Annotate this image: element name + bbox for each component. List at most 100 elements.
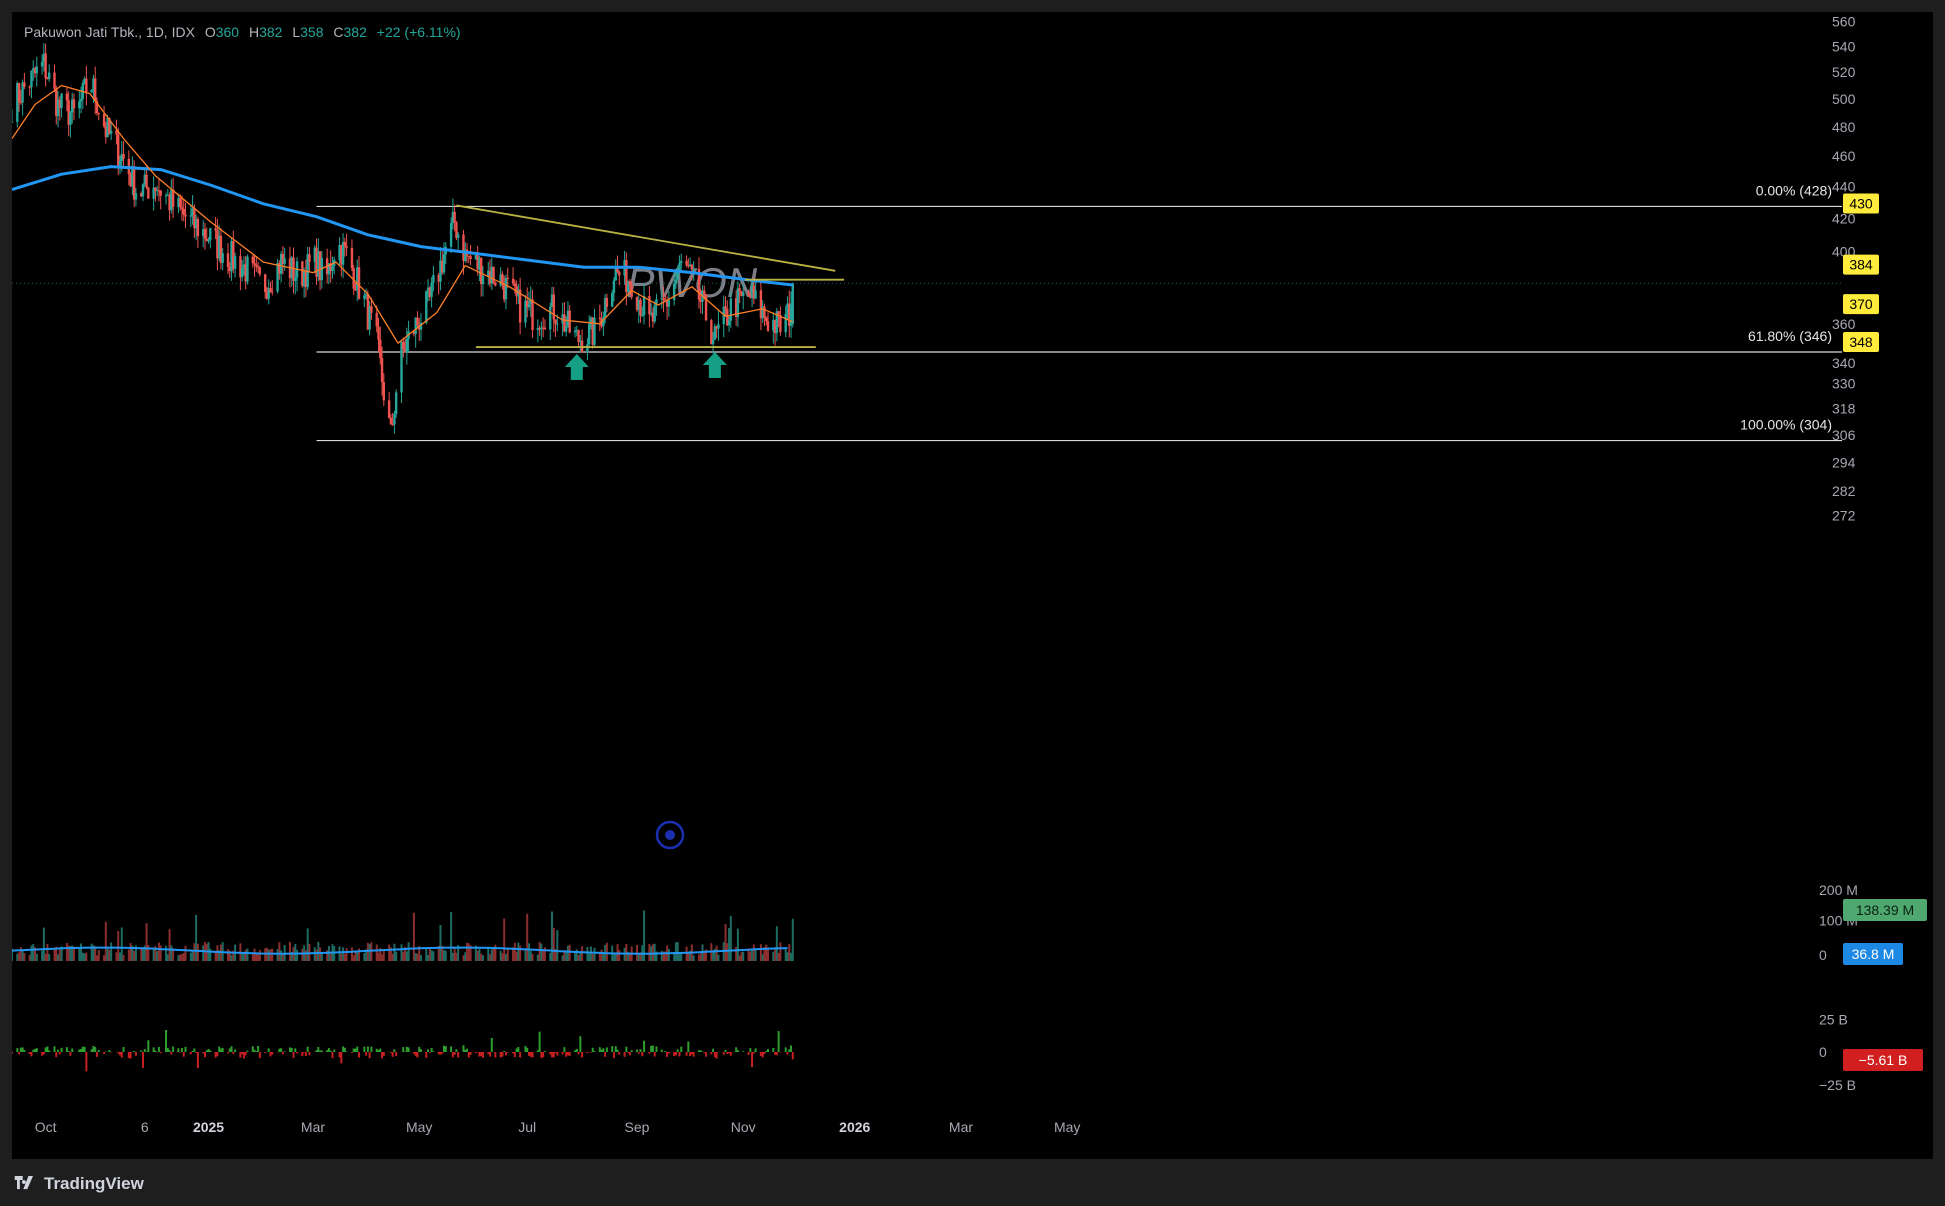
candle-body xyxy=(642,295,646,315)
candle-body xyxy=(494,282,497,286)
candle-body xyxy=(209,228,212,241)
volume-bar xyxy=(71,945,74,961)
money-flow-bar xyxy=(428,1052,431,1054)
candle-body xyxy=(478,257,481,270)
volume-bar xyxy=(664,951,667,961)
volume-bar xyxy=(90,943,93,961)
candle-body xyxy=(42,53,46,62)
candle-body xyxy=(487,270,490,276)
money-flow-bar xyxy=(117,1052,120,1054)
money-flow-bar xyxy=(556,1052,559,1056)
volume-bar xyxy=(726,943,729,961)
money-flow-bar xyxy=(625,1046,628,1052)
candle-body xyxy=(129,174,132,187)
ohlc-low: L358 xyxy=(292,24,324,40)
volume-bar xyxy=(30,945,33,961)
volume-bar xyxy=(467,943,470,961)
moving-average-line xyxy=(12,84,794,344)
volume-bar xyxy=(117,930,120,961)
money-flow-bar xyxy=(221,1048,224,1052)
candle-body xyxy=(394,392,398,415)
candle-body xyxy=(219,235,223,263)
volume-bar xyxy=(464,952,467,961)
candle-body xyxy=(283,258,286,264)
candle-body xyxy=(573,330,577,333)
volume-bar xyxy=(48,953,51,961)
volume-bar xyxy=(515,951,518,961)
candle-body xyxy=(104,126,108,137)
candle-body xyxy=(352,268,355,289)
money-flow-bar xyxy=(549,1052,552,1055)
money-flow-bar xyxy=(427,1049,430,1052)
candle-body xyxy=(749,295,752,298)
money-flow-bar xyxy=(142,1052,145,1068)
money-flow-bar xyxy=(664,1050,667,1052)
money-flow-bar xyxy=(790,1045,793,1052)
candle-body xyxy=(95,101,99,114)
volume-bar xyxy=(765,944,768,961)
candle-body xyxy=(538,328,541,330)
money-flow-bar xyxy=(44,1047,47,1052)
volume-bar xyxy=(227,949,230,961)
candle-body xyxy=(439,260,442,282)
ohlc-open: O360 xyxy=(204,24,240,40)
candle-body xyxy=(402,341,405,349)
volume-bar xyxy=(662,951,665,961)
money-flow-bar xyxy=(674,1052,677,1056)
volume-bar xyxy=(120,927,123,961)
money-flow-bar xyxy=(78,1049,81,1052)
volume-bar xyxy=(742,951,745,961)
volume-bar xyxy=(759,944,762,961)
candle-body xyxy=(217,235,221,259)
money-flow-bar xyxy=(368,1052,371,1059)
money-flow-bar xyxy=(453,1052,456,1055)
chart-canvas[interactable]: 5605405205004804604404204003603303183062… xyxy=(12,12,1933,1159)
candle-body xyxy=(120,154,123,161)
money-flow-bar xyxy=(552,1052,555,1058)
volume-bar xyxy=(504,953,507,961)
money-flow-bar xyxy=(32,1049,35,1052)
candle-body xyxy=(703,290,706,295)
candle-body xyxy=(591,317,594,345)
volume-bar xyxy=(457,945,460,961)
volume-bar xyxy=(729,915,732,961)
volume-bar xyxy=(296,949,299,961)
candle-body xyxy=(32,68,35,71)
volume-bar xyxy=(67,945,70,961)
money-flow-bar xyxy=(191,1050,194,1052)
volume-bar xyxy=(191,950,194,961)
candle-body xyxy=(244,264,247,282)
candle-body xyxy=(69,112,72,125)
candle-body xyxy=(363,295,366,299)
volume-ma-line xyxy=(12,946,788,955)
candle-body xyxy=(180,207,184,209)
volume-bar xyxy=(333,945,336,961)
up-arrow-marker xyxy=(702,351,727,378)
volume-bar xyxy=(492,949,495,961)
money-flow-bar xyxy=(457,1052,460,1058)
price-badge xyxy=(1843,332,1879,353)
volume-bar xyxy=(705,949,708,961)
price-tick-label: 480 xyxy=(1832,119,1856,135)
money-flow-bar xyxy=(765,1050,768,1052)
volume-bar xyxy=(772,951,775,961)
volume-bar xyxy=(549,952,552,961)
candle-body xyxy=(216,230,219,259)
money-flow-bar xyxy=(246,1050,249,1052)
volume-bar xyxy=(529,951,532,961)
money-flow-bar xyxy=(350,1052,353,1053)
candle-body xyxy=(676,272,679,280)
volume-bar xyxy=(129,943,132,961)
volume-bar xyxy=(35,953,38,961)
candle-body xyxy=(239,256,242,278)
footer-brand[interactable]: TradingView xyxy=(12,1172,144,1196)
volume-bar xyxy=(115,952,118,961)
money-flow-badge xyxy=(1843,1049,1923,1071)
candle-body xyxy=(276,262,279,292)
volume-bar xyxy=(568,944,571,961)
time-tick-label: Jul xyxy=(518,1119,536,1135)
money-flow-bar xyxy=(527,1052,530,1056)
candle-body xyxy=(639,299,642,316)
candle-body xyxy=(40,61,44,67)
money-flow-bar xyxy=(393,1049,396,1052)
